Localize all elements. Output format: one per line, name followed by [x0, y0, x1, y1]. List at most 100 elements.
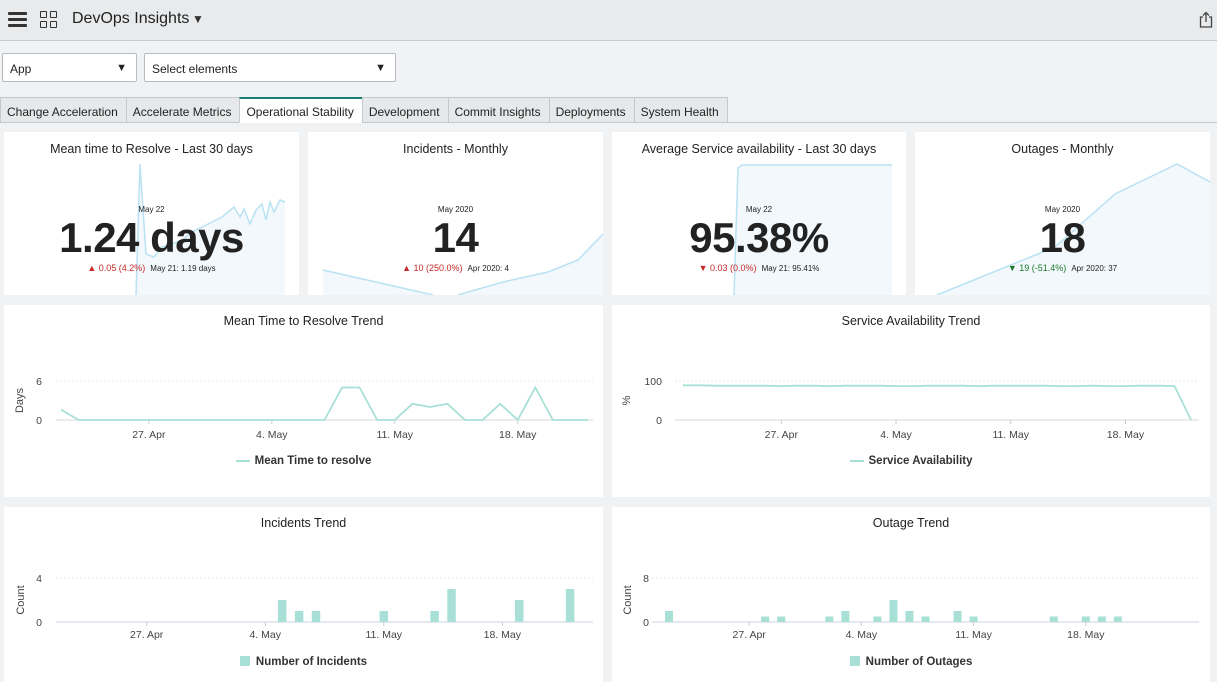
bar: [1113, 616, 1122, 622]
incidents-trend-card: Incidents Trend 4 0 Count 27. Apr 4. May 11. …: [4, 507, 603, 682]
kpi-date: May 22: [138, 205, 165, 214]
mttr-sparkline: [135, 163, 286, 295]
legend-label: Service Availability: [868, 455, 973, 467]
tab-system-health[interactable]: System Health: [633, 97, 728, 123]
kpi-card-availability: Average Service availability - Last 30 d…: [612, 132, 906, 295]
mttr-trend-chart: 6 0 Days 27. Apr 4. May 11. May 18. May: [14, 376, 593, 441]
chart-title: Incidents Trend: [260, 516, 347, 530]
x-tick-label: 27. Apr: [765, 429, 799, 441]
bar: [565, 589, 575, 622]
bar: [430, 611, 439, 622]
kpi-previous: May 21: 95.41%: [761, 264, 820, 273]
tab-bar: Change Acceleration Accelerate Metrics O…: [0, 97, 728, 123]
outages-sparkline: [936, 163, 1210, 295]
kpi-card-incidents: Incidents - Monthly May 2020 14 ▲ 10 (25…: [308, 132, 603, 295]
bar: [277, 600, 287, 622]
kpi-previous: Apr 2020: 4: [467, 264, 509, 273]
kpi-title: Mean time to Resolve - Last 30 days: [50, 142, 253, 156]
chart-title: Service Availability Trend: [841, 314, 981, 328]
x-tick-label: 11. May: [365, 629, 402, 641]
title-dropdown-icon[interactable]: ▼: [192, 12, 204, 26]
kpi-date: May 22: [745, 205, 773, 214]
y-tick-label: 0: [656, 415, 662, 427]
kpi-change: ▼ 0.03 (0.0%): [698, 263, 757, 273]
tab-change-acceleration[interactable]: Change Acceleration: [0, 97, 126, 123]
bar: [664, 611, 674, 622]
kpi-date: May 2020: [437, 205, 474, 214]
y-tick-label: 4: [36, 573, 42, 585]
y-tick-label: 0: [36, 415, 42, 427]
chart-legend[interactable]: Number of Incidents: [4, 656, 603, 668]
bar: [1081, 616, 1090, 622]
chart-legend[interactable]: Mean Time to resolve: [4, 455, 603, 467]
kpi-title: Average Service availability - Last 30 d…: [641, 142, 877, 156]
app-select-value: App: [10, 62, 32, 76]
kpi-delta: ▼ 19 (-51.4%) Apr 2020: 37: [915, 263, 1210, 273]
legend-label: Mean Time to resolve: [254, 455, 372, 467]
series-line: [60, 385, 588, 422]
kpi-value: 95.38%: [689, 214, 829, 261]
x-tick-label: 11. May: [376, 429, 413, 441]
kpi-value: 18: [1039, 214, 1086, 261]
kpi-delta: ▲ 10 (250.0%) Apr 2020: 4: [308, 263, 603, 273]
x-tick-label: 18. May: [484, 629, 522, 641]
legend-swatch: [239, 656, 250, 666]
availability-sparkline: [733, 164, 892, 295]
legend-swatch: [849, 459, 864, 462]
x-tick-label: 27. Apr: [733, 629, 767, 641]
kpi-change: ▲ 10 (250.0%): [402, 263, 463, 273]
availability-trend-card: Service Availability Trend 100 0% 27. Apr 4…: [612, 305, 1210, 497]
x-tick-label: 27. Apr: [130, 629, 164, 641]
y-axis-label: Count: [622, 585, 634, 614]
outage-trend-chart: 8 0 Count 27. Apr 4. May 11. May 18. May: [622, 573, 1199, 641]
bar: [825, 616, 834, 622]
kpi-value: 1.24 days: [59, 214, 244, 261]
x-tick-label: 4. May: [880, 429, 912, 441]
chevron-down-icon: ▼: [375, 62, 386, 74]
bar: [761, 616, 770, 622]
x-tick-label: 18. May: [499, 429, 537, 441]
tab-commit-insights[interactable]: Commit Insights: [447, 97, 549, 123]
kpi-date: May 2020: [1044, 205, 1081, 214]
chevron-down-icon: ▼: [116, 62, 127, 74]
availability-trend-chart: 100 0% 27. Apr 4. May 11. May 18. May: [621, 376, 1199, 441]
y-tick-label: 0: [36, 617, 42, 629]
bar: [294, 611, 304, 622]
x-tick-label: 18. May: [1107, 429, 1145, 441]
menu-icon[interactable]: [8, 12, 27, 27]
mttr-trend-card: Mean Time to Resolve Trend 6 0 Days 27. Apr…: [4, 305, 603, 497]
y-axis-label: %: [621, 395, 633, 405]
apps-grid-icon[interactable]: [40, 11, 58, 29]
kpi-card-outages: Outages - Monthly May 2020 18 ▼ 19 (-51.…: [915, 132, 1210, 295]
tab-accelerate-metrics[interactable]: Accelerate Metrics: [125, 97, 240, 123]
x-tick-label: 27. Apr: [132, 429, 166, 441]
chart-title: Mean Time to Resolve Trend: [223, 314, 384, 328]
app-select[interactable]: App ▼: [2, 53, 137, 82]
bar: [969, 616, 978, 622]
legend-swatch: [235, 459, 250, 462]
kpi-title: Incidents - Monthly: [403, 142, 508, 156]
top-bar: DevOps Insights ▼: [0, 0, 1217, 41]
chart-legend[interactable]: Service Availability: [612, 455, 1210, 467]
bar: [1049, 616, 1058, 622]
bar: [905, 611, 914, 622]
tab-operational-stability[interactable]: Operational Stability: [239, 97, 362, 123]
tab-deployments[interactable]: Deployments: [548, 97, 634, 123]
bar: [379, 611, 389, 622]
y-tick-label: 6: [36, 376, 42, 388]
kpi-previous: May 21: 1.19 days: [150, 264, 216, 273]
x-tick-label: 11. May: [955, 629, 992, 641]
y-axis-label: Count: [15, 585, 27, 614]
bar: [311, 611, 321, 622]
bar: [873, 616, 882, 622]
legend-label: Number of Outages: [865, 656, 973, 668]
kpi-change: ▲ 0.05 (4.2%): [87, 263, 146, 273]
bar: [953, 611, 962, 622]
share-icon[interactable]: [1199, 11, 1213, 28]
chart-legend[interactable]: Number of Outages: [612, 656, 1210, 668]
elements-select-value: Select elements: [152, 62, 238, 76]
elements-select[interactable]: Select elements ▼: [144, 53, 396, 82]
app-title: DevOps Insights: [72, 10, 190, 27]
bar: [777, 616, 786, 622]
tab-development[interactable]: Development: [361, 97, 448, 123]
